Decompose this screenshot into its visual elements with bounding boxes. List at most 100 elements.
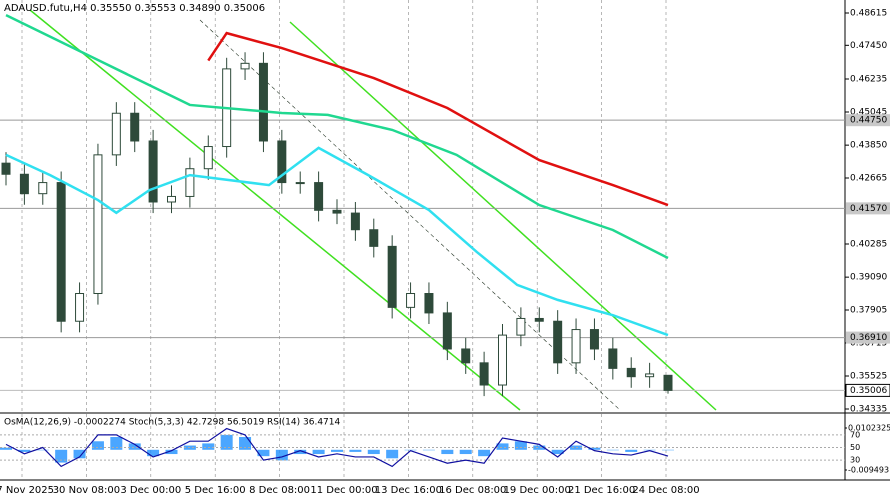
osma-bar <box>606 449 619 451</box>
candle-body <box>516 317 526 336</box>
candle-body <box>277 140 287 184</box>
osma-bar <box>312 449 325 455</box>
level-tag <box>846 202 890 215</box>
y-tick-label: 0.37905 <box>850 306 887 316</box>
osma-bar <box>367 449 380 455</box>
osma-tick-label: -0.009493 <box>848 466 889 475</box>
candle-body <box>571 329 581 364</box>
osma-bar <box>147 449 160 457</box>
y-tick-label: 0.35525 <box>850 372 887 382</box>
level-label: 0.36910 <box>850 333 887 343</box>
candle-body <box>424 293 434 314</box>
y-tick-label: 0.46235 <box>850 75 887 85</box>
candle-body <box>387 245 397 308</box>
osma-bar <box>331 449 343 452</box>
rsi-line <box>5 427 669 468</box>
osma-bar <box>459 449 472 455</box>
trend-line <box>199 19 621 411</box>
osma-bar <box>257 449 270 457</box>
candle-body <box>534 317 544 322</box>
candle-body <box>442 312 452 350</box>
candle-body <box>38 182 48 195</box>
x-tick-label: 27 Nov 2025 <box>0 485 54 496</box>
x-tick-label: 3 Dec 00:00 <box>120 485 181 496</box>
osma-bar <box>662 449 674 451</box>
osma-bar <box>220 434 233 450</box>
moving-average <box>5 146 669 337</box>
candle-body <box>148 140 158 203</box>
x-tick-label: 5 Dec 16:00 <box>185 485 246 496</box>
candle-body <box>56 182 66 322</box>
header: ADAUSD.futu,H4 0.35550 0.35553 0.34890 0… <box>4 3 265 14</box>
x-tick-label: 30 Nov 08:00 <box>53 485 120 496</box>
candle-body <box>130 112 140 142</box>
y-tick-label: 0.40285 <box>850 240 887 250</box>
osma-bar <box>0 447 12 450</box>
channel-line <box>29 9 521 411</box>
candle-body <box>75 293 85 322</box>
level-label: 0.44750 <box>850 116 887 126</box>
osma-bar <box>349 449 362 452</box>
osma-bar <box>239 437 252 450</box>
candle-body <box>19 173 29 195</box>
price-label: 0.35006 <box>850 386 887 396</box>
candle-body <box>406 293 416 308</box>
candle-body <box>93 154 103 295</box>
osma-bar <box>55 449 68 463</box>
x-tick-label: 13 Dec 16:00 <box>375 485 442 496</box>
osma-bar <box>202 443 215 450</box>
level-tag <box>846 114 890 127</box>
x-tick-label: 21 Dec 16:00 <box>568 485 635 496</box>
osma-bar <box>441 449 454 455</box>
candle-body <box>608 348 618 369</box>
candle-body <box>332 209 342 214</box>
y-tick-label: 0.34335 <box>850 405 887 415</box>
osma-bar <box>18 449 31 452</box>
indicator-header: OsMA(12,26,9) -0.0002274 Stoch(5,3,3) 42… <box>4 418 340 428</box>
channel-line <box>289 21 717 411</box>
price-tag <box>845 383 890 397</box>
osma-bar <box>275 449 288 461</box>
x-tick-label: 19 Dec 00:00 <box>504 485 571 496</box>
y-tick-label: 0.47450 <box>850 41 887 51</box>
osma-bar <box>514 441 527 450</box>
candle-body <box>350 212 360 231</box>
osma-bar <box>110 437 123 450</box>
candle-body <box>589 329 599 350</box>
osma-bar <box>588 447 601 450</box>
candle-body <box>626 367 636 378</box>
x-tick-label: 16 Dec 08:00 <box>439 485 506 496</box>
osma-bar <box>478 449 491 457</box>
osma-bar <box>422 449 435 451</box>
candle-body <box>167 195 176 203</box>
x-tick-label: 24 Dec 08:00 <box>632 485 699 496</box>
candle-body <box>1 162 11 175</box>
osma-bar <box>128 443 141 450</box>
candle-body <box>258 62 268 142</box>
osma-bar <box>551 449 564 455</box>
candle-body <box>314 182 324 211</box>
level-label: 0.41570 <box>850 204 887 214</box>
osma-bar <box>386 449 399 459</box>
y-tick-label: 0.42665 <box>850 174 887 184</box>
rsi-tick-label: 70 <box>850 430 860 439</box>
moving-average <box>207 31 669 207</box>
osma-bar <box>294 449 307 455</box>
candle-body <box>185 168 195 197</box>
moving-average <box>5 13 669 260</box>
osma-bar <box>91 441 104 450</box>
rsi-tick-label: 30 <box>850 456 860 465</box>
candle-body <box>369 229 379 247</box>
candle-body <box>203 146 213 170</box>
rsi-tick-label: 50 <box>850 443 860 452</box>
y-tick-label: 0.45045 <box>850 108 887 118</box>
candle-body <box>498 334 507 386</box>
osma-bar <box>496 443 509 450</box>
osma-bar <box>36 449 49 451</box>
candle-body <box>553 320 563 364</box>
y-tick-label: 0.48615 <box>850 9 887 19</box>
level-tag <box>846 331 890 344</box>
osma-bar <box>165 449 178 455</box>
